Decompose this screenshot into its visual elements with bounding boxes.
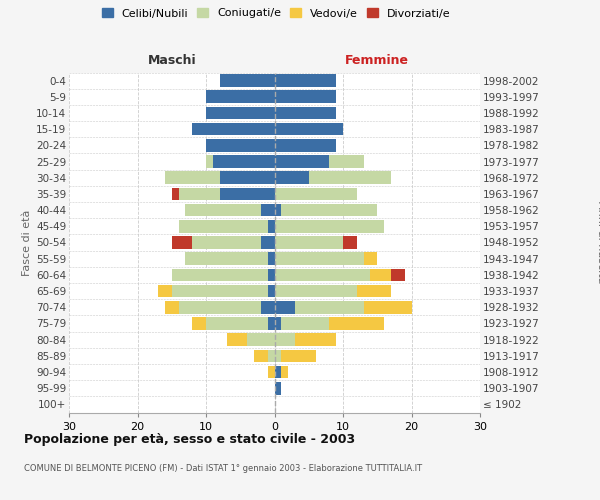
Bar xyxy=(206,317,268,330)
Bar xyxy=(268,350,275,362)
Text: Popolazione per età, sesso e stato civile - 2003: Popolazione per età, sesso e stato civil… xyxy=(24,432,355,446)
Bar xyxy=(275,90,336,103)
Bar xyxy=(275,268,370,281)
Bar xyxy=(275,139,336,151)
Bar xyxy=(179,188,220,200)
Bar xyxy=(268,285,275,298)
Bar xyxy=(172,285,268,298)
Bar xyxy=(185,204,261,216)
Legend: Celibi/Nubili, Coniugati/e, Vedovi/e, Divorziati/e: Celibi/Nubili, Coniugati/e, Vedovi/e, Di… xyxy=(101,8,451,18)
Bar xyxy=(343,236,356,249)
Bar xyxy=(213,155,275,168)
Bar xyxy=(261,204,275,216)
Bar xyxy=(220,74,275,87)
Bar xyxy=(261,236,275,249)
Bar xyxy=(356,285,391,298)
Bar xyxy=(165,172,220,184)
Bar xyxy=(329,155,364,168)
Bar xyxy=(275,74,336,87)
Bar xyxy=(172,236,193,249)
Bar xyxy=(165,301,179,314)
Bar xyxy=(295,334,336,346)
Y-axis label: Anni di nascita: Anni di nascita xyxy=(596,201,600,283)
Bar xyxy=(370,268,391,281)
Text: Maschi: Maschi xyxy=(148,54,196,68)
Bar xyxy=(206,90,275,103)
Bar xyxy=(193,123,275,136)
Bar xyxy=(185,252,268,265)
Bar xyxy=(275,106,336,120)
Bar xyxy=(295,301,364,314)
Bar xyxy=(275,350,281,362)
Bar xyxy=(281,204,377,216)
Bar xyxy=(158,285,172,298)
Bar xyxy=(220,188,275,200)
Bar xyxy=(281,366,288,378)
Bar xyxy=(172,188,179,200)
Bar xyxy=(268,268,275,281)
Bar xyxy=(275,188,356,200)
Bar xyxy=(309,172,391,184)
Bar xyxy=(275,123,343,136)
Text: Femmine: Femmine xyxy=(345,54,409,68)
Text: COMUNE DI BELMONTE PICENO (FM) - Dati ISTAT 1° gennaio 2003 - Elaborazione TUTTI: COMUNE DI BELMONTE PICENO (FM) - Dati IS… xyxy=(24,464,422,473)
Bar xyxy=(179,301,261,314)
Bar xyxy=(193,317,206,330)
Bar xyxy=(281,317,329,330)
Bar xyxy=(206,155,213,168)
Bar xyxy=(275,285,356,298)
Bar xyxy=(268,317,275,330)
Bar xyxy=(193,236,261,249)
Bar xyxy=(254,350,268,362)
Bar xyxy=(275,172,309,184)
Bar xyxy=(364,252,377,265)
Bar xyxy=(329,317,384,330)
Bar xyxy=(275,317,281,330)
Bar xyxy=(247,334,275,346)
Bar xyxy=(275,236,343,249)
Bar xyxy=(268,220,275,232)
Bar xyxy=(268,366,275,378)
Y-axis label: Fasce di età: Fasce di età xyxy=(22,210,32,276)
Bar xyxy=(275,252,364,265)
Bar xyxy=(275,301,295,314)
Bar xyxy=(227,334,247,346)
Bar xyxy=(220,172,275,184)
Bar xyxy=(172,268,268,281)
Bar xyxy=(391,268,404,281)
Bar xyxy=(275,220,384,232)
Bar xyxy=(206,139,275,151)
Bar xyxy=(364,301,412,314)
Bar xyxy=(268,252,275,265)
Bar xyxy=(275,382,281,394)
Bar xyxy=(275,204,281,216)
Bar xyxy=(281,350,316,362)
Bar xyxy=(275,366,281,378)
Bar xyxy=(275,155,329,168)
Bar xyxy=(179,220,268,232)
Bar xyxy=(206,106,275,120)
Bar xyxy=(275,334,295,346)
Bar xyxy=(261,301,275,314)
